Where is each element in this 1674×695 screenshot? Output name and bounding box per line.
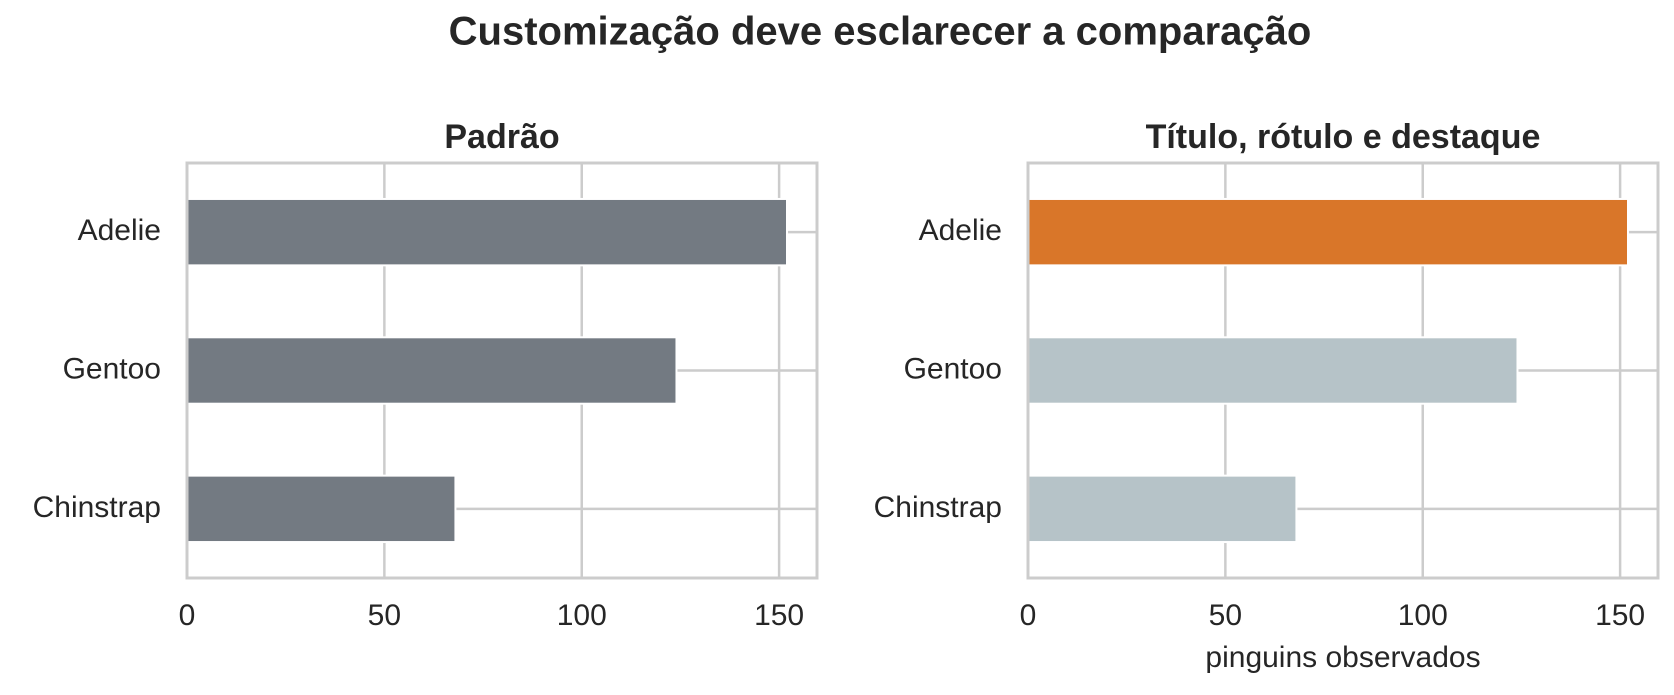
y-tick-label: Chinstrap (33, 491, 161, 524)
bar (186, 474, 457, 544)
panel-title: Padrão (444, 118, 559, 156)
x-tick-label: 50 (1209, 599, 1242, 632)
panel-title: Título, rótulo e destaque (1146, 118, 1541, 156)
y-tick-label: Chinstrap (874, 491, 1002, 524)
x-tick-label: 0 (179, 599, 196, 632)
x-tick-label: 150 (754, 599, 804, 632)
x-tick-label: 100 (557, 599, 607, 632)
bar (1027, 336, 1519, 405)
x-tick-label: 50 (368, 599, 401, 632)
y-tick-label: Gentoo (63, 352, 161, 385)
y-tick-label: Adelie (919, 214, 1002, 247)
bar (186, 197, 788, 267)
x-tick-label: 0 (1020, 599, 1037, 632)
axes-frame (1026, 161, 1660, 580)
figure-title: Customização deve esclarecer a comparaçã… (449, 10, 1312, 54)
y-tick-label: Gentoo (904, 352, 1002, 385)
bar (186, 336, 678, 405)
x-tick-label: 100 (1398, 599, 1448, 632)
bar (1027, 197, 1629, 267)
x-axis-label: pinguins observados (1205, 641, 1480, 674)
bar (1027, 474, 1298, 544)
axes-frame (185, 161, 819, 580)
y-tick-label: Adelie (78, 214, 161, 247)
x-tick-label: 150 (1595, 599, 1645, 632)
